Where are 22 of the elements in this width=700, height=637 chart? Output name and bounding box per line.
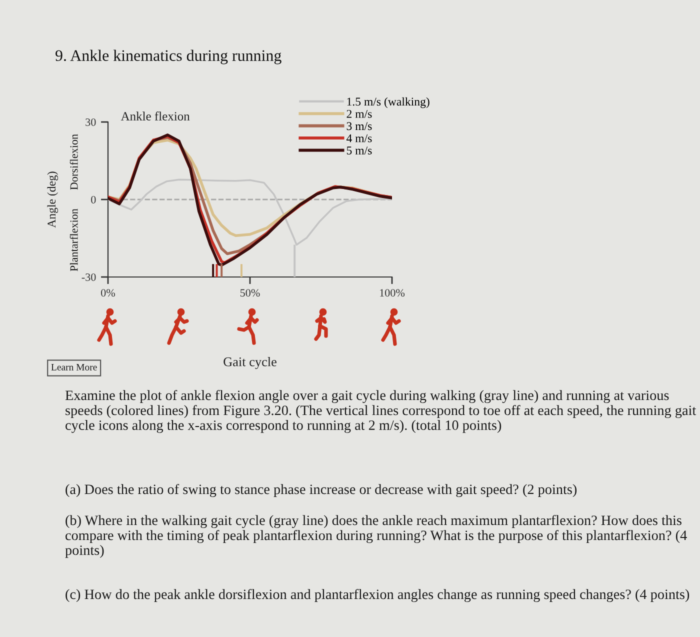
chart-title: 9. Ankle kinematics during running <box>56 50 282 64</box>
text: Dorsiflexion <box>70 134 78 190</box>
chart-subtitle: Ankle flexion <box>120 112 190 120</box>
y-tick-label: 30 <box>86 118 96 126</box>
x-tick-label: 0% <box>101 289 116 297</box>
text: Examine the plot of ankle flexion angle over a gait cycle during walking (gray line) and running at various speeds (colored lines) from Figure 3.20. (The vertical lines correspond to toe off at each speed, the running gait cycle icons along the x-axis correspond to running at 2 m/s). (total 10 points) <box>65 390 696 433</box>
text: (a) Does the ratio of swing to stance phase increase or decrease with gait speed? (2 points) <box>66 484 577 498</box>
x-axis-title: Gait cycle <box>224 357 276 370</box>
x-tick-label: 100% <box>380 289 405 297</box>
y-axis-title: Angle (deg) <box>47 172 58 228</box>
text: Learn More <box>51 364 97 370</box>
legend-label: 3 m/s <box>346 122 372 130</box>
text: Plantarflexion <box>70 208 78 272</box>
text: (c) How do the peak ankle dorsiflexion and plantarflexion angles change as running speed changes? (4 points) <box>66 589 690 602</box>
legend-label: 4 m/s <box>346 134 372 142</box>
y-tick-label: -30 <box>82 273 96 281</box>
text: (b) Where in the walking gait cycle (gray line) does the ankle reach maximum plantarflexion? How does this compare with the timing of peak plantarflexion during running? What is the purpose of this plantarflexion? (4 points) <box>65 515 687 558</box>
x-tick-label: 50% <box>240 289 260 297</box>
legend-label: 5 m/s <box>346 146 372 154</box>
y-tick-label: 0 <box>91 196 96 204</box>
legend-label: 1.5 m/s (walking) <box>347 97 430 108</box>
legend-label: 2 m/s <box>346 110 372 118</box>
